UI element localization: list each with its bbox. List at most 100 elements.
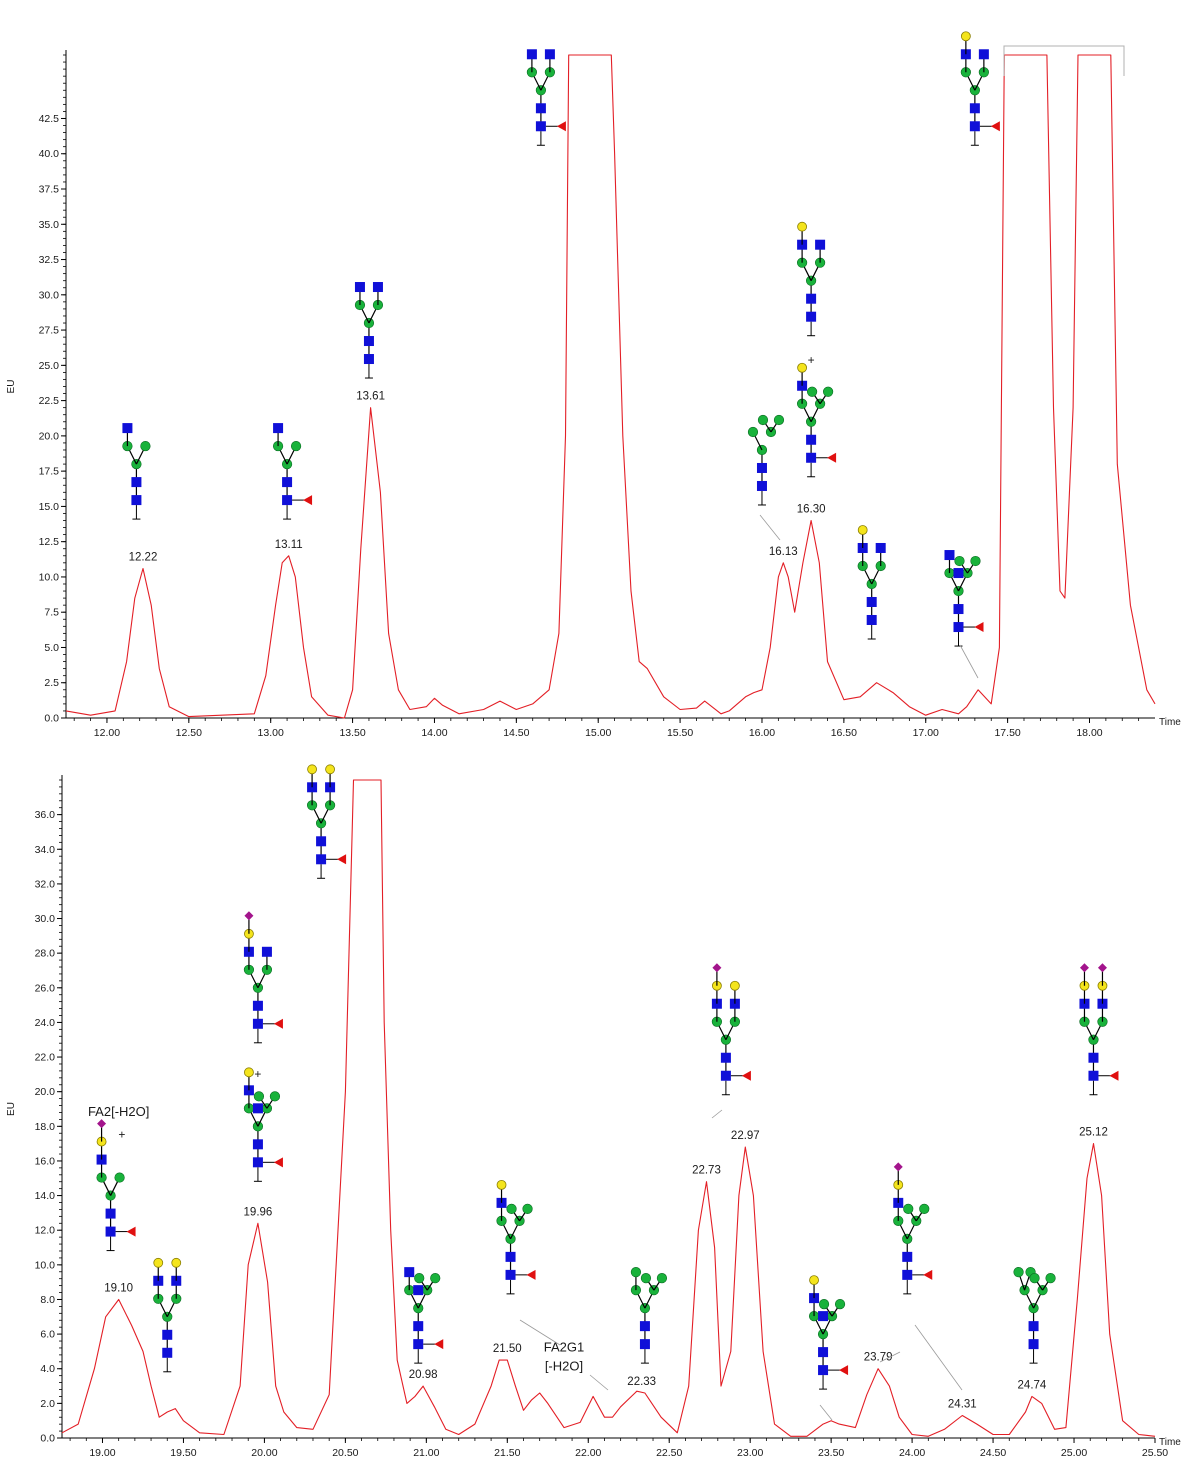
y-tick-label: 6.0: [40, 1329, 55, 1341]
y-tick-label: 7.5: [44, 607, 59, 619]
glcnac-square: [505, 1251, 516, 1262]
glcnac-square: [131, 495, 142, 506]
y-tick-label: 22.5: [39, 395, 60, 407]
glycan-structure-g1-gn: [797, 221, 826, 337]
glcnac-square: [404, 1267, 415, 1278]
x-tick-label: 16.00: [749, 727, 775, 739]
glcnac-square: [806, 434, 817, 445]
glcnac-square: [902, 1251, 913, 1262]
glcnac-square: [902, 1269, 913, 1280]
glcnac-square: [535, 121, 546, 132]
mannose-circle: [414, 1273, 425, 1284]
glcnac-square: [953, 568, 964, 579]
fucose-triangle: [526, 1269, 536, 1280]
glcnac-square: [372, 282, 383, 293]
sialic-diamond: [1079, 963, 1089, 973]
glcnac-square: [756, 462, 767, 473]
y-axis-label: EU: [6, 380, 17, 394]
y-tick-label: 4.0: [40, 1363, 55, 1375]
y-tick-label: 20.0: [35, 1086, 56, 1098]
fucose-triangle: [923, 1269, 933, 1280]
glcnac-square: [162, 1347, 173, 1358]
peak-retention-label: 13.11: [275, 539, 303, 551]
y-tick-label: 24.0: [35, 1017, 56, 1029]
mannose-circle: [903, 1203, 914, 1214]
peak-retention-label: 21.50: [493, 1343, 522, 1355]
glcnac-square: [526, 49, 537, 60]
sialic-diamond: [712, 963, 722, 973]
mannose-circle: [765, 426, 777, 438]
glcnac-square: [944, 550, 955, 561]
glcnac-square: [866, 596, 877, 607]
glcnac-square: [413, 1339, 424, 1350]
mannose-circle: [290, 440, 302, 452]
peak-retention-label: 25.12: [1079, 1127, 1108, 1139]
peak-retention-label: 23.79: [864, 1352, 893, 1364]
glcnac-square: [1028, 1321, 1039, 1332]
mannose-circle: [269, 1091, 281, 1102]
y-tick-label: 36.0: [35, 809, 56, 821]
galactose-circle: [325, 764, 335, 775]
glycan-structure-a1g1f: [711, 963, 751, 1096]
mannose-circle: [954, 555, 965, 567]
glcnac-square: [544, 49, 555, 60]
glcnac-square: [162, 1329, 173, 1340]
peak-annotation: [-H2O]: [545, 1358, 583, 1373]
fucose-triangle: [273, 1018, 283, 1029]
y-tick-label: 30.0: [35, 913, 56, 925]
glcnac-square: [639, 1321, 650, 1332]
glcnac-square: [273, 423, 284, 434]
glcnac-square: [282, 477, 293, 488]
galactose-circle: [797, 362, 808, 373]
y-tick-label: 32.5: [39, 254, 60, 266]
mannose-circle: [1029, 1273, 1040, 1284]
y-tick-label: 10.0: [39, 571, 60, 583]
y-tick-label: 2.0: [40, 1398, 55, 1410]
y-tick-label: 32.0: [35, 878, 56, 890]
peak-retention-label: 20.98: [409, 1369, 438, 1381]
x-tick-label: 15.00: [585, 727, 611, 739]
galactose-circle: [809, 1275, 819, 1286]
glcnac-square: [252, 1157, 263, 1168]
x-tick-label: 21.50: [494, 1447, 520, 1459]
mannose-circle: [807, 386, 818, 397]
glcnac-square: [105, 1226, 116, 1237]
fucose-triangle: [126, 1226, 136, 1237]
glcnac-square: [1088, 1070, 1099, 1081]
glycan-structure-m5: [630, 1267, 668, 1364]
fucose-triangle: [337, 854, 347, 865]
fucose-triangle: [273, 1157, 283, 1168]
fucose-triangle: [434, 1339, 444, 1350]
peak-retention-label: 16.13: [769, 546, 798, 558]
galactose-circle: [153, 1257, 164, 1268]
y-tick-label: 5.0: [44, 642, 59, 654]
glcnac-square: [363, 354, 374, 365]
glycan-structure-a2-gn-m: [747, 414, 785, 506]
y-tick-label: 0.0: [44, 713, 59, 725]
y-tick-label: 34.0: [35, 844, 56, 856]
y-tick-label: 17.5: [39, 466, 60, 478]
x-tick-label: 22.50: [656, 1447, 682, 1459]
glcnac-square: [413, 1285, 424, 1296]
mannose-circle: [815, 398, 826, 409]
peak-annotation: +: [808, 353, 815, 367]
bottom-chromatogram-panel: 0.0 2.0 4.0 6.0 8.0 10.0 12.0 14.0 16.0 18.0 20.0 2…: [6, 764, 1181, 1459]
mannose-circle: [823, 386, 834, 397]
leader-line: [959, 644, 979, 679]
glcnac-square: [252, 1139, 263, 1150]
peak-annotation: +: [254, 1067, 261, 1081]
glycan-structure-g1f-m: [808, 1275, 849, 1390]
sialic-diamond: [244, 911, 254, 921]
leader-line: [879, 1351, 901, 1363]
mannose-circle: [640, 1273, 652, 1284]
peak-annotation: FA2G1: [544, 1339, 584, 1354]
mannose-circle: [630, 1267, 642, 1278]
overflow-bracket: [1003, 45, 1125, 76]
fucose-triangle: [741, 1070, 751, 1081]
mannose-circle: [1045, 1273, 1056, 1284]
x-tick-label: 21.00: [413, 1447, 439, 1459]
leader-line: [914, 1324, 963, 1391]
peak-retention-label: 24.31: [948, 1398, 977, 1410]
mannose-circle: [806, 275, 817, 286]
